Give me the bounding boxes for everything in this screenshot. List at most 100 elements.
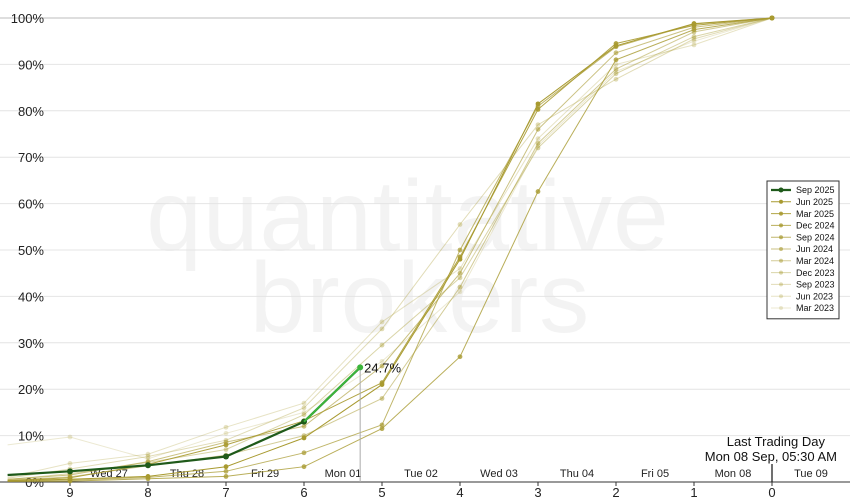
data-point xyxy=(379,382,385,387)
data-point xyxy=(535,189,541,194)
x-tick-label: 7 xyxy=(222,485,229,500)
y-tick-label: 60% xyxy=(18,197,44,212)
x-tick-label: 1 xyxy=(690,485,697,500)
legend-marker xyxy=(779,211,783,216)
y-tick-label: 40% xyxy=(18,289,44,304)
data-point xyxy=(457,354,463,360)
x-tick-label: 4 xyxy=(456,485,463,500)
data-point xyxy=(145,454,151,459)
legend-label: Mar 2023 xyxy=(796,303,834,313)
data-point xyxy=(67,461,73,466)
y-tick-label: 50% xyxy=(18,243,44,258)
data-point xyxy=(223,468,229,474)
legend-label: Dec 2024 xyxy=(796,221,835,231)
data-point xyxy=(769,15,775,21)
legend-item: Sep 2024 xyxy=(771,232,835,242)
y-tick-label: 70% xyxy=(18,150,44,165)
data-point xyxy=(67,476,73,482)
data-point xyxy=(301,405,307,411)
data-point xyxy=(457,222,463,227)
day-label: Mon 01 xyxy=(325,468,362,480)
data-point xyxy=(379,319,385,325)
legend-marker xyxy=(779,282,783,287)
grid xyxy=(0,17,850,483)
day-label: Tue 02 xyxy=(404,468,438,480)
data-point xyxy=(457,247,463,253)
data-point xyxy=(535,101,541,107)
data-point xyxy=(223,447,229,452)
data-point xyxy=(67,434,73,440)
legend-marker xyxy=(779,306,783,310)
y-tick-label: 100% xyxy=(11,11,45,26)
data-point xyxy=(301,464,307,470)
data-point xyxy=(457,275,463,281)
legend-label: Jun 2023 xyxy=(796,291,833,301)
legend-item: Mar 2024 xyxy=(771,256,834,266)
data-point xyxy=(223,424,229,430)
x-tick-label: 9 xyxy=(66,485,73,500)
data-point xyxy=(691,38,697,44)
data-point xyxy=(223,453,229,460)
x-tick-label: 2 xyxy=(612,485,619,500)
data-point xyxy=(379,358,385,364)
legend-label: Sep 2023 xyxy=(796,280,835,290)
data-point xyxy=(379,396,385,401)
data-point xyxy=(379,342,385,348)
last-trading-day-date: Mon 08 Sep, 05:30 AM xyxy=(705,449,837,464)
legend-item: Dec 2024 xyxy=(771,221,835,231)
data-point xyxy=(457,284,463,290)
data-point xyxy=(691,36,697,42)
x-tick-label: 6 xyxy=(300,485,307,500)
data-point xyxy=(301,400,307,406)
current-segment xyxy=(303,366,361,423)
data-point xyxy=(223,464,229,470)
legend-label: Dec 2023 xyxy=(796,268,835,278)
data-point xyxy=(301,412,307,418)
legend-marker xyxy=(779,270,783,275)
data-point xyxy=(379,426,385,432)
day-label: Thu 04 xyxy=(560,468,594,480)
y-tick-label: 30% xyxy=(18,336,44,351)
legend-item: Jun 2023 xyxy=(771,291,833,301)
legend-item: Mar 2023 xyxy=(771,303,834,313)
data-point xyxy=(379,326,385,332)
x-tick-label: 8 xyxy=(144,485,151,500)
series-jun-2023 xyxy=(7,15,775,478)
legend-item: Dec 2023 xyxy=(771,268,835,278)
data-point xyxy=(223,474,229,479)
legend-label: Mar 2025 xyxy=(796,209,834,219)
legend-item: Mar 2025 xyxy=(771,209,834,219)
legend-label: Jun 2024 xyxy=(796,244,833,254)
data-point xyxy=(535,140,541,146)
data-point xyxy=(301,410,307,415)
legend-label: Mar 2024 xyxy=(796,256,834,266)
legend-marker xyxy=(779,247,783,251)
legend-item: Sep 2023 xyxy=(771,280,835,290)
day-label: Fri 29 xyxy=(251,468,279,480)
data-point xyxy=(379,422,385,428)
series-line xyxy=(7,366,361,477)
data-point xyxy=(535,136,541,142)
day-label: Fri 05 xyxy=(641,468,669,480)
series-line xyxy=(7,17,773,478)
data-point xyxy=(223,430,229,436)
data-point xyxy=(613,76,619,82)
data-point xyxy=(535,107,541,112)
data-point xyxy=(613,50,619,56)
data-point xyxy=(613,66,619,72)
day-label: Tue 09 xyxy=(794,468,828,480)
series-layer xyxy=(7,15,775,484)
data-point xyxy=(691,21,697,26)
data-point xyxy=(535,126,541,132)
watermark-line1: quantitative xyxy=(146,160,669,272)
legend-marker xyxy=(779,235,783,240)
data-point xyxy=(457,256,463,262)
data-point xyxy=(613,71,619,77)
data-point xyxy=(613,57,619,63)
data-point xyxy=(535,145,541,151)
series-jun-2025 xyxy=(7,15,775,482)
